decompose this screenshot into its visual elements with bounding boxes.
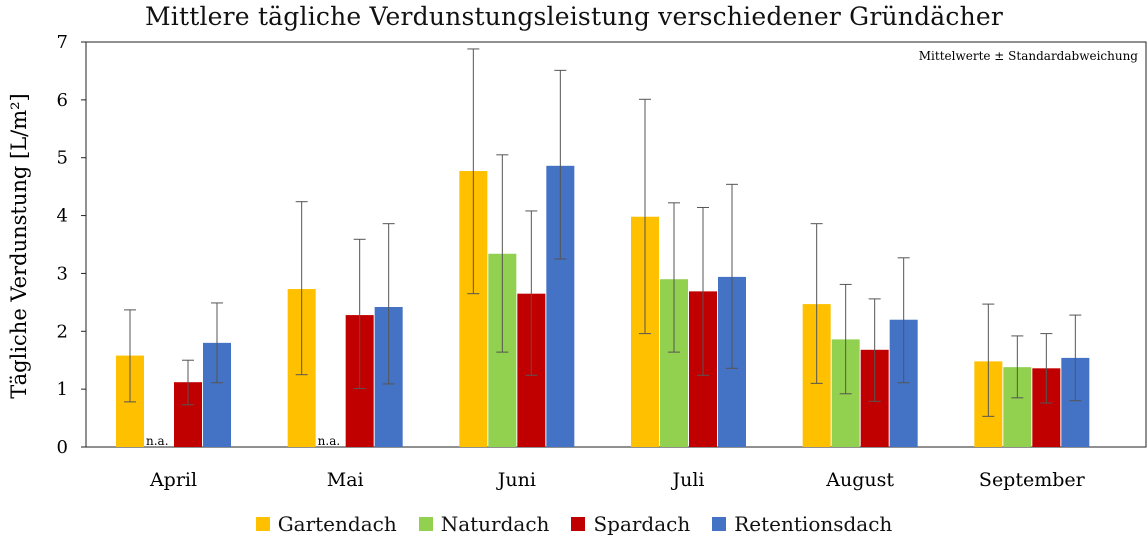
y-tick-label: 6	[57, 90, 68, 111]
y-tick-label: 0	[57, 437, 68, 458]
legend-item: Naturdach	[418, 512, 550, 536]
x-tick-label: September	[979, 469, 1086, 491]
legend-label: Retentionsdach	[734, 512, 893, 536]
legend-item: Gartendach	[255, 512, 397, 536]
x-tick-label: Juni	[496, 469, 536, 491]
legend-item: Retentionsdach	[712, 512, 892, 536]
y-tick-label: 2	[57, 321, 68, 342]
legend-swatch	[712, 517, 727, 531]
plot-frame	[85, 41, 1147, 448]
x-tick-label: August	[825, 469, 894, 491]
y-tick-label: 4	[57, 206, 68, 227]
legend-label: Naturdach	[440, 512, 550, 536]
legend-swatch	[571, 517, 586, 531]
legend-swatch	[255, 517, 270, 531]
y-tick-label: 1	[57, 379, 68, 400]
na-label: n.a.	[318, 434, 341, 448]
legend: Gartendach Naturdach Spardach Retentionsdac…	[0, 512, 1148, 536]
legend-swatch	[418, 517, 433, 531]
legend-label: Spardach	[593, 512, 691, 536]
y-axis-label: Tägliche Verdunstung [L/m²]	[7, 93, 31, 399]
x-tick-label: Mai	[327, 469, 364, 491]
x-tick-label: April	[149, 469, 197, 491]
y-tick-label: 7	[57, 32, 68, 53]
chart-title: Mittlere tägliche Verdunstungsleistung v…	[144, 2, 1004, 31]
legend-item: Spardach	[571, 512, 690, 536]
na-label: n.a.	[146, 434, 169, 448]
x-tick-label: Juli	[670, 469, 704, 491]
y-tick-label: 3	[57, 263, 68, 284]
chart-annotation: Mittelwerte ± Standardabweichung	[919, 49, 1139, 63]
y-tick-label: 5	[57, 148, 68, 169]
legend-label: Gartendach	[277, 512, 397, 536]
